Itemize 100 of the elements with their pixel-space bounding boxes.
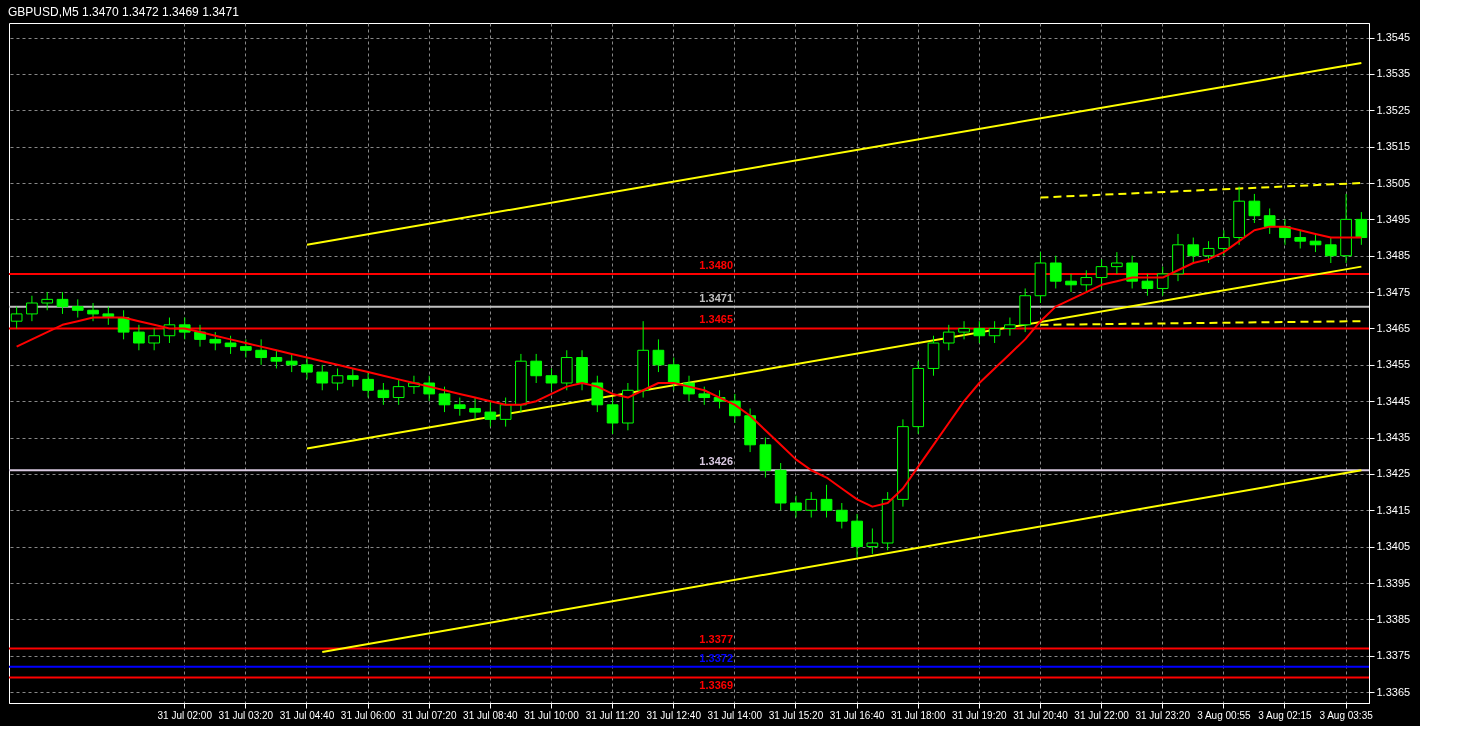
ref-line-label: 1.3471 bbox=[699, 291, 734, 304]
ref-line-label: 1.3480 bbox=[699, 258, 734, 271]
candlestick bbox=[255, 338, 267, 366]
candlestick bbox=[453, 397, 466, 417]
y-tick-label: 1.3425 bbox=[1376, 467, 1411, 480]
x-tick-label: 31 Jul 19:20 bbox=[952, 709, 1008, 721]
candlestick bbox=[41, 291, 54, 311]
candlestick bbox=[1263, 207, 1276, 235]
candlestick bbox=[362, 371, 374, 399]
candlestick bbox=[1065, 273, 1077, 293]
x-tick-label: 31 Jul 08:40 bbox=[463, 709, 519, 721]
candlestick bbox=[346, 367, 359, 388]
y-tick-label: 1.3365 bbox=[1376, 685, 1411, 698]
y-tick-label: 1.3405 bbox=[1376, 540, 1411, 553]
candlestick bbox=[1309, 233, 1322, 253]
candlestick bbox=[973, 320, 986, 344]
candlestick bbox=[958, 320, 970, 340]
y-tick-label: 1.3545 bbox=[1376, 31, 1411, 44]
y-tick-label: 1.3535 bbox=[1376, 67, 1411, 80]
x-tick-label: 31 Jul 04:40 bbox=[279, 709, 335, 721]
x-tick-label: 31 Jul 06:00 bbox=[340, 709, 396, 721]
y-tick-label: 1.3475 bbox=[1376, 285, 1411, 298]
ref-line-label: 1.3372 bbox=[699, 651, 734, 664]
candlestick bbox=[1049, 255, 1062, 289]
x-tick-label: 31 Jul 07:20 bbox=[401, 709, 457, 721]
candlestick bbox=[1294, 229, 1307, 249]
y-tick-label: 1.3495 bbox=[1376, 212, 1411, 225]
y-tick-label: 1.3455 bbox=[1376, 358, 1411, 371]
candlestick bbox=[484, 400, 497, 428]
candlestick bbox=[866, 527, 879, 555]
x-tick-label: 31 Jul 20:40 bbox=[1013, 709, 1069, 721]
candlestick bbox=[133, 324, 145, 351]
candlestick bbox=[1187, 237, 1200, 264]
candlestick bbox=[209, 331, 222, 351]
candlestick bbox=[805, 491, 818, 519]
candlestick bbox=[331, 367, 344, 391]
y-tick-label: 1.3525 bbox=[1376, 103, 1411, 116]
y-tick-label: 1.3395 bbox=[1376, 576, 1411, 589]
candlestick bbox=[942, 324, 955, 351]
candlestick bbox=[71, 298, 84, 319]
candlestick bbox=[835, 502, 848, 529]
candlestick bbox=[591, 375, 604, 413]
ref-line-label: 1.3377 bbox=[699, 633, 734, 646]
x-tick-label: 31 Jul 15:20 bbox=[768, 709, 824, 721]
candlestick bbox=[988, 320, 1001, 344]
candlestick bbox=[1202, 240, 1215, 264]
candlestick bbox=[392, 378, 405, 406]
y-tick-label: 1.3415 bbox=[1376, 503, 1411, 516]
y-tick-label: 1.3515 bbox=[1376, 140, 1411, 153]
candlestick bbox=[26, 295, 38, 322]
candlestick bbox=[1004, 317, 1016, 337]
candlestick bbox=[285, 353, 298, 373]
candlestick bbox=[1248, 193, 1261, 224]
y-tick-label: 1.3505 bbox=[1376, 176, 1411, 189]
candlestick bbox=[240, 338, 252, 359]
x-tick-label: 31 Jul 11:20 bbox=[585, 709, 640, 721]
x-tick-label: 31 Jul 02:00 bbox=[157, 709, 213, 721]
candlestick bbox=[790, 495, 802, 519]
candlestick bbox=[438, 386, 451, 413]
x-tick-label: 31 Jul 23:20 bbox=[1135, 709, 1191, 721]
candlestick bbox=[316, 364, 329, 391]
y-tick-label: 1.3375 bbox=[1376, 649, 1411, 662]
candlestick bbox=[606, 397, 619, 435]
x-tick-label: 3 Aug 00:55 bbox=[1197, 709, 1251, 721]
candlestick bbox=[1141, 273, 1154, 297]
candlestick bbox=[1324, 237, 1337, 264]
ref-line-label: 1.3369 bbox=[699, 678, 734, 691]
candlestick bbox=[377, 382, 390, 406]
candlestick bbox=[1217, 229, 1230, 257]
x-tick-label: 31 Jul 10:00 bbox=[524, 709, 580, 721]
y-tick-label: 1.3465 bbox=[1376, 321, 1411, 334]
candlestick bbox=[270, 349, 283, 369]
candlestick bbox=[56, 291, 69, 315]
x-tick-label: 31 Jul 03:20 bbox=[218, 709, 274, 721]
candlestick bbox=[301, 357, 313, 380]
x-tick-label: 31 Jul 12:40 bbox=[646, 709, 702, 721]
candlestick bbox=[148, 327, 161, 351]
candlestick bbox=[545, 367, 558, 391]
candlestick bbox=[698, 386, 711, 406]
candlestick bbox=[117, 309, 130, 340]
y-tick-label: 1.3435 bbox=[1376, 431, 1411, 444]
y-tick-label: 1.3445 bbox=[1376, 394, 1411, 407]
chart-title: GBPUSD,M5 1.3470 1.3472 1.3469 1.3471 bbox=[8, 5, 240, 19]
candlestick bbox=[1355, 211, 1368, 246]
candlestick bbox=[667, 357, 680, 391]
candlestick bbox=[530, 353, 543, 384]
candlestick bbox=[1126, 255, 1138, 289]
x-tick-label: 31 Jul 16:40 bbox=[829, 709, 885, 721]
candlestick bbox=[1095, 258, 1108, 289]
x-tick-label: 31 Jul 18:00 bbox=[890, 709, 946, 721]
candlestick bbox=[224, 335, 237, 355]
ref-line-label: 1.3426 bbox=[699, 455, 734, 468]
candlestick bbox=[1080, 269, 1093, 293]
candlestick bbox=[499, 397, 512, 428]
y-tick-label: 1.3385 bbox=[1376, 612, 1411, 625]
candlestick bbox=[87, 302, 99, 322]
candlestick bbox=[652, 338, 665, 373]
ref-line-label: 1.3465 bbox=[699, 313, 734, 326]
x-tick-label: 3 Aug 03:35 bbox=[1319, 709, 1374, 721]
candlestick bbox=[820, 484, 833, 519]
